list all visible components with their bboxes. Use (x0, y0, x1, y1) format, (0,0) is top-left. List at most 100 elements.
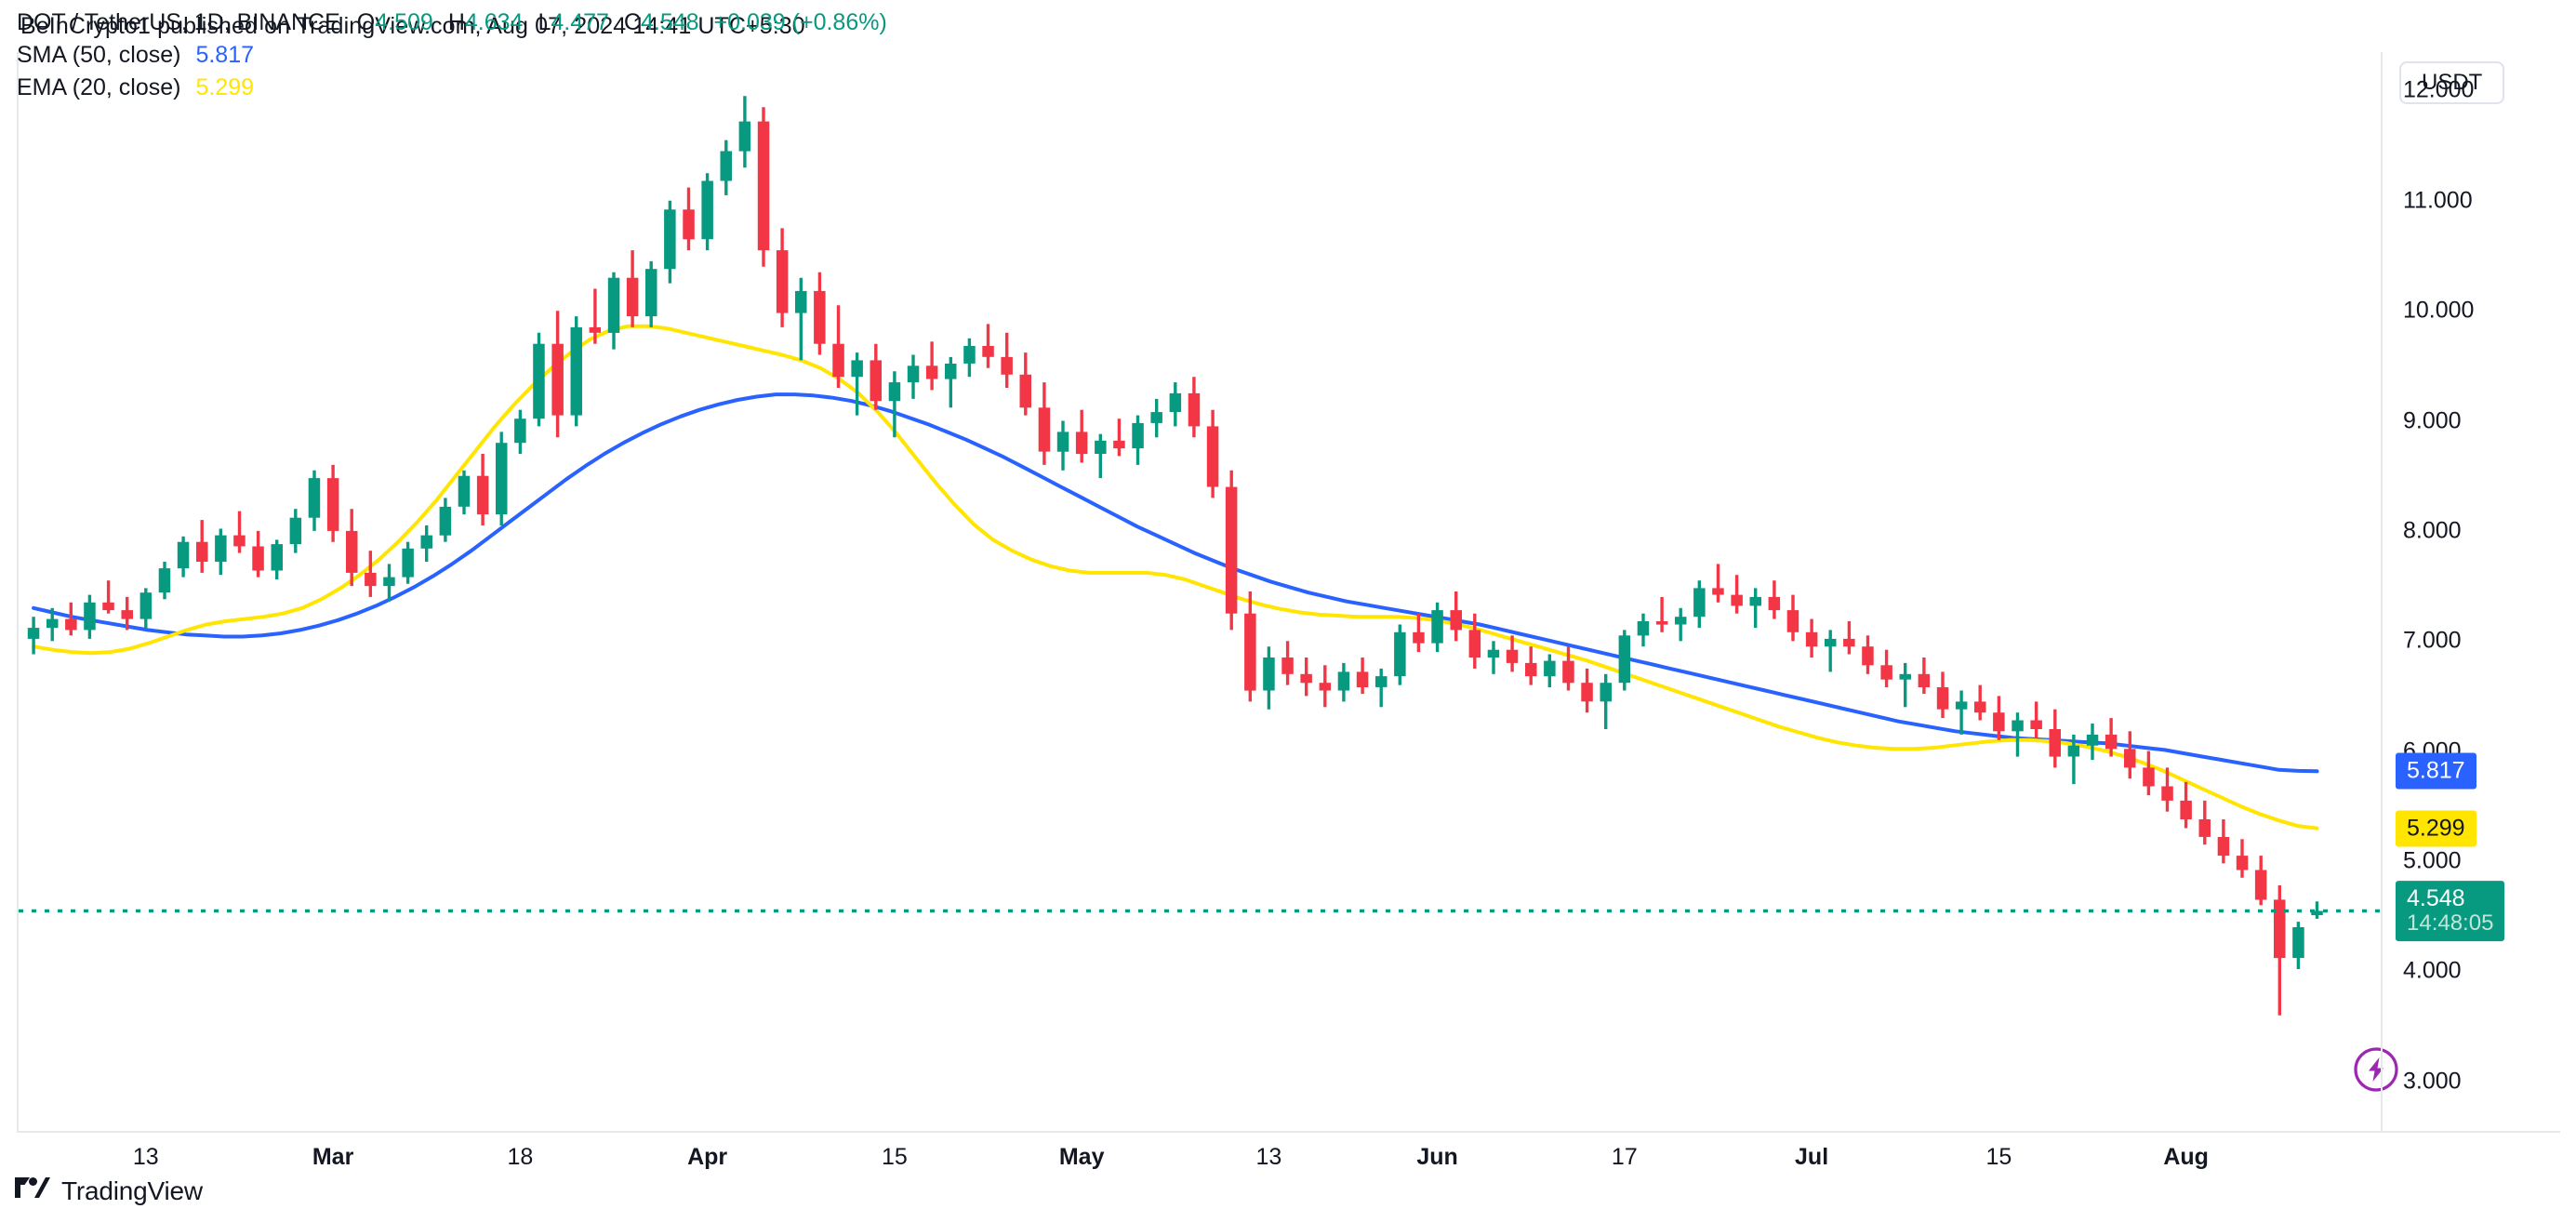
currency-badge[interactable]: USDT (2399, 61, 2505, 104)
candle-body (1337, 671, 1350, 691)
candle-body (1356, 671, 1369, 687)
candle-body (645, 269, 657, 317)
candle-body (2198, 819, 2211, 837)
candle-body (1132, 422, 1144, 449)
candle-body (1936, 687, 1949, 710)
candle-body (589, 326, 602, 333)
candle-body (326, 478, 339, 531)
sma-line (32, 392, 2319, 774)
candle-body (776, 250, 789, 313)
time-tick: 15 (1985, 1144, 2012, 1170)
candle-body (607, 277, 620, 333)
candle-body (814, 290, 826, 344)
candle-body (1731, 594, 1743, 606)
candle-body (383, 577, 395, 587)
time-tick: 15 (881, 1144, 908, 1170)
ema-price-tag: 5.299 (2396, 810, 2476, 847)
candle-body (1712, 588, 1724, 595)
candle-body (1001, 356, 1013, 375)
candle-body (720, 151, 732, 181)
candle-body (1113, 440, 1125, 449)
candle-body (1263, 658, 1275, 691)
candle-body (1637, 621, 1650, 636)
candle-body (1225, 486, 1238, 614)
candle-body (102, 602, 114, 611)
candle-body (1675, 617, 1687, 625)
candle-body (888, 382, 901, 402)
candle-body (1075, 432, 1088, 455)
candle-body (1188, 392, 1201, 427)
last-price-tag: 4.548 14:48:05 (2396, 880, 2505, 942)
price-tick: 7.000 (2403, 627, 2462, 654)
price-tick: 4.000 (2403, 957, 2462, 984)
candle-body (2292, 927, 2304, 959)
time-tick: May (1058, 1144, 1105, 1170)
chart-plot-area[interactable] (19, 52, 2381, 1131)
candle-body (496, 443, 508, 515)
candle-body (2217, 837, 2230, 857)
candle-body (402, 548, 414, 578)
candle-body (2049, 729, 2061, 757)
candle-body (1843, 638, 1855, 647)
sma-price-tag-value: 5.817 (2407, 757, 2465, 784)
candle-body (1319, 683, 1332, 691)
candle-body (139, 592, 153, 619)
candle-body (1413, 631, 1425, 644)
candle-body (2236, 856, 2249, 870)
candle-body (196, 541, 208, 562)
candle-body (439, 506, 452, 536)
time-tick: 13 (1255, 1144, 1282, 1170)
price-scale[interactable]: USDT 12.000 11.000 10.000 9.000 8.000 7.000 6.… (2381, 52, 2576, 1131)
ema-price-tag-value: 5.299 (2407, 815, 2465, 842)
candle-body (1918, 673, 1931, 687)
candle-body (1655, 621, 1668, 625)
candle-body (664, 209, 676, 270)
candle-body (1244, 613, 1256, 691)
candle-body (158, 568, 171, 593)
time-tick: Jun (1416, 1144, 1458, 1170)
candle-body (1825, 638, 1837, 647)
candle-body (252, 546, 264, 571)
candle-body (84, 602, 96, 631)
candle-body (27, 628, 40, 639)
candle-body (683, 209, 695, 240)
candle-body (1450, 610, 1462, 631)
ema-line (32, 324, 2319, 830)
candle-body (1899, 673, 1911, 680)
last-price-tag-time: 14:48:05 (2407, 910, 2494, 936)
candle-body (1693, 588, 1706, 618)
footer-bar: TradingView (0, 1174, 2576, 1209)
candle-body (177, 541, 190, 569)
time-scale[interactable]: 13 Mar 18 Apr 15 May 13 Jun 17 Jul 15 Aug (17, 1131, 2560, 1174)
candle-body (551, 343, 564, 416)
candle-body (346, 530, 358, 573)
price-tick: 12.000 (2403, 76, 2475, 103)
candle-body (2086, 734, 2099, 746)
price-tick: 3.000 (2403, 1068, 2462, 1095)
candle-body (1974, 701, 1986, 713)
candle-body (1880, 665, 1892, 680)
candle-body (1038, 407, 1051, 452)
lightning-icon[interactable] (2352, 1045, 2400, 1094)
candle-body (795, 290, 807, 313)
candle-body (1862, 646, 1874, 666)
candle-body (1525, 662, 1537, 677)
candle-body (65, 618, 77, 631)
candle-body (738, 121, 751, 152)
candle-body (925, 365, 938, 379)
price-tick: 8.000 (2403, 517, 2462, 544)
tradingview-logo-icon (15, 1176, 50, 1206)
candle-body (1056, 432, 1069, 452)
candle-body (476, 475, 489, 515)
candlestick-canvas (19, 96, 2381, 1016)
candle-body (570, 326, 582, 416)
candle-body (2161, 786, 2173, 801)
candle-body (982, 346, 994, 357)
publisher-bar: BeInCrypto1 published on TradingView.com… (0, 0, 2576, 52)
candle-body (533, 343, 545, 419)
candle-body (1562, 660, 1574, 684)
time-tick: 17 (1611, 1144, 1638, 1170)
candle-body (1487, 649, 1500, 658)
candle-body (1281, 658, 1294, 674)
price-tick: 5.000 (2403, 847, 2462, 874)
